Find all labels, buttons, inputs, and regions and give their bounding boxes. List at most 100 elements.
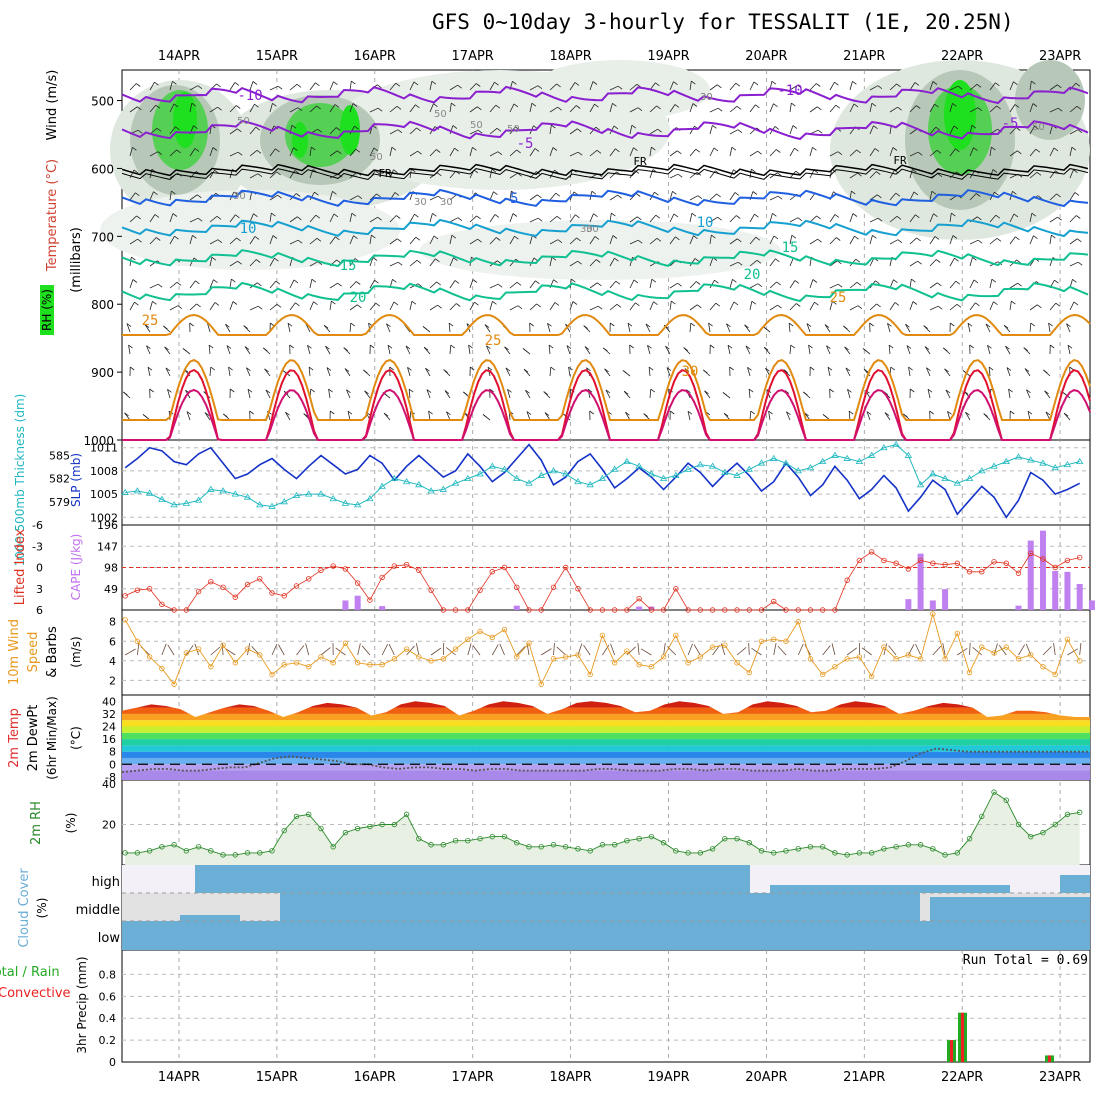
wind-barb-flag <box>377 107 383 112</box>
wind-barb <box>909 260 918 267</box>
thickness-line-point <box>353 501 362 508</box>
wind-barb <box>548 345 551 355</box>
wind-barb-flag <box>537 217 543 222</box>
wind-barb <box>689 304 698 311</box>
wind-barb-flag <box>777 195 783 200</box>
wind-speed-line-point <box>318 654 324 660</box>
wind-barb <box>449 170 457 179</box>
wind-barb <box>909 279 912 289</box>
wind-barb-flag <box>817 129 823 134</box>
wind-speed-line-point <box>905 652 912 658</box>
wind-barb-flag <box>495 237 501 241</box>
wind-barb <box>609 257 615 267</box>
rh2m-line-point <box>232 852 238 858</box>
wind-barb-flag <box>784 390 790 394</box>
wind-barb <box>1069 129 1079 135</box>
wind-barb-flag <box>594 103 599 108</box>
wind-barb-flag <box>555 192 561 197</box>
wind-barb-flag <box>254 236 260 240</box>
wind-barb <box>1048 323 1051 333</box>
wind-barb-flag <box>315 214 321 219</box>
wind-barb-flag <box>1008 388 1013 393</box>
wind-barb-flag <box>228 366 233 371</box>
wind-barb <box>247 389 251 399</box>
wind-barb-flag <box>376 193 381 198</box>
lifted-index-line <box>125 551 1080 611</box>
wind-barb-flag <box>783 369 788 373</box>
wind-barb <box>969 302 976 311</box>
wind-barb-10m <box>972 646 983 656</box>
wind-barb-flag <box>316 238 322 242</box>
wind-barb <box>449 84 458 91</box>
rh-contour-label: 30 <box>414 197 427 208</box>
wind-barb <box>169 103 175 113</box>
y-tick-label: 1000 <box>83 434 114 448</box>
wind-barb <box>229 301 234 311</box>
wind-barb-flag <box>216 83 221 88</box>
temp-band <box>122 745 1090 752</box>
wind-barb-flag <box>153 191 158 196</box>
wind-barb-flag <box>976 84 982 88</box>
wind-barb-flag <box>333 81 338 86</box>
thickness-line-point <box>965 474 974 482</box>
wind-barb-flag <box>1062 392 1068 396</box>
wind-barb-flag <box>756 260 762 264</box>
wind-barb-flag <box>217 106 222 111</box>
wind-barb-flag <box>395 82 401 87</box>
wind-barb-flag <box>523 368 529 373</box>
wind-barb <box>889 302 896 311</box>
wind-barb-flag <box>237 151 243 156</box>
rh2m-line-point <box>134 850 141 856</box>
wind-barb-flag <box>757 283 763 288</box>
wind-barb-flag <box>293 147 298 152</box>
wind-barb-10m <box>161 643 167 656</box>
wind-barb-flag <box>1073 169 1078 174</box>
wind-barb-flag <box>491 168 497 173</box>
wind-barb <box>829 301 833 311</box>
wind-barb-flag <box>954 257 959 262</box>
wind-barb-flag <box>534 148 540 152</box>
wind-speed-line-point <box>979 644 985 650</box>
wind-barb <box>649 128 658 135</box>
axis-label-precip: 3hr Precip (mm) <box>75 956 89 1053</box>
wind-barb <box>944 368 951 377</box>
wind-barb-flag <box>651 278 657 283</box>
wind-barb-flag <box>932 81 938 85</box>
wind-barb <box>347 411 351 421</box>
lifted-index-line-point <box>342 566 349 572</box>
wind-barb-flag <box>197 217 203 222</box>
wind-barb-flag <box>172 213 178 217</box>
wind-barb-flag <box>826 345 831 350</box>
lifted-index-line-point <box>1015 570 1022 576</box>
wind-barb <box>849 149 857 157</box>
wind-barb <box>186 411 191 421</box>
wind-barb-flag <box>1015 236 1020 241</box>
wind-barb <box>924 346 931 355</box>
wind-barb <box>549 147 554 157</box>
wind-speed-line-point <box>146 654 153 660</box>
axis-label-rh-unit: (%) <box>64 813 78 834</box>
wind-barb <box>726 323 731 333</box>
wind-barb-flag <box>1051 234 1056 239</box>
wind-barb <box>386 323 391 333</box>
rh2m-line-point <box>159 844 165 850</box>
wind-barb <box>689 125 695 135</box>
wind-barb-flag <box>877 194 882 199</box>
wind-barb-flag <box>193 125 198 130</box>
lifted-index-line-point <box>403 561 410 568</box>
lifted-index-line-point <box>709 607 716 613</box>
rh-contour-label: 50 <box>237 116 250 127</box>
wind-barb-flag <box>884 412 890 416</box>
rh-area <box>944 80 976 150</box>
wind-barb-flag <box>827 366 833 371</box>
wind-barb <box>889 216 898 223</box>
wind-barb-flag <box>675 236 680 241</box>
wind-barb-flag <box>355 281 361 285</box>
wind-barb-flag <box>554 302 560 306</box>
li-tick: -6 <box>32 519 43 532</box>
temp-band <box>122 770 1090 780</box>
wind-barb <box>529 280 536 289</box>
wind-barb-flag <box>1032 103 1038 107</box>
rh2m-line-point <box>208 848 214 854</box>
